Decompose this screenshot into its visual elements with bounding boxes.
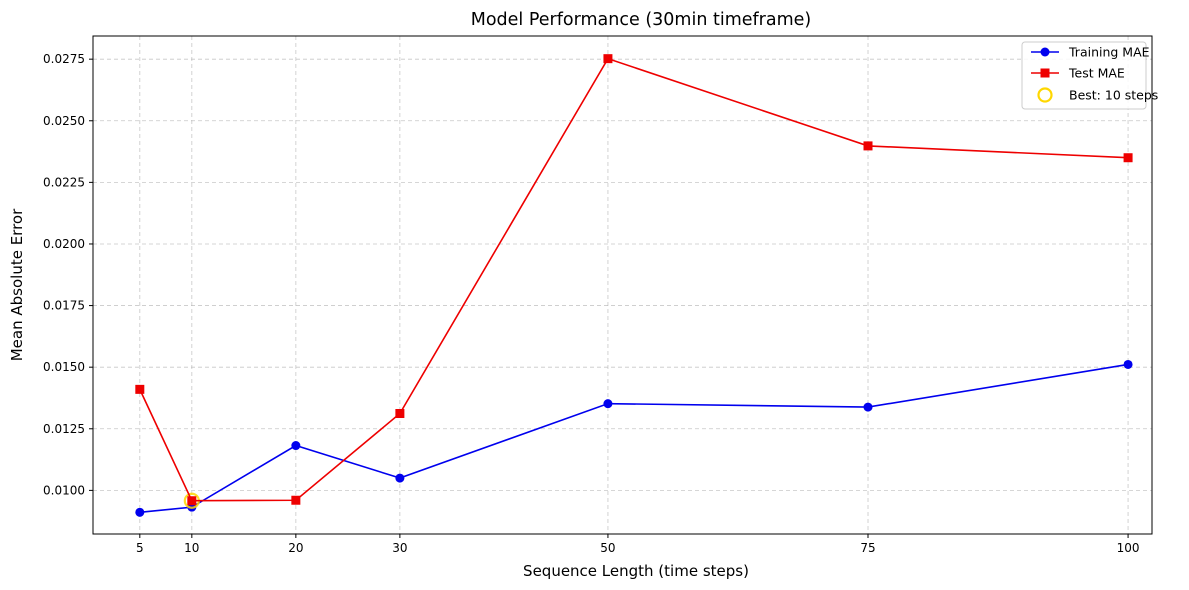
data-point-test (187, 496, 197, 506)
y-tick-label: 0.0175 (43, 299, 85, 313)
x-tick-label: 75 (860, 541, 875, 555)
legend-entry-best: Best: 10 steps (1037, 87, 1158, 103)
y-tick-label: 0.0250 (43, 114, 85, 128)
x-tick-label: 100 (1117, 541, 1140, 555)
data-point-training (863, 402, 873, 412)
y-tick-label: 0.0225 (43, 175, 85, 189)
x-axis-ticks: 5 10 20 30 50 75 100 (136, 534, 1140, 555)
data-point-training (1123, 359, 1133, 369)
data-point-training (603, 399, 613, 409)
y-tick-label: 0.0150 (43, 360, 85, 374)
legend-box (1021, 41, 1147, 110)
legend-label-test: Test MAE (1068, 66, 1125, 81)
x-tick-label: 5 (136, 541, 144, 555)
legend: Training MAE Test MAE Best: 10 steps (1021, 41, 1158, 110)
data-point-training (395, 473, 405, 483)
x-axis-title: Sequence Length (time steps) (523, 562, 749, 580)
data-point-test (1123, 153, 1133, 163)
legend-entry-test: Test MAE (1031, 66, 1125, 81)
data-point-test (395, 409, 405, 419)
legend-marker-best (1037, 87, 1053, 103)
data-point-training (135, 507, 145, 517)
x-tick-label: 10 (184, 541, 199, 555)
data-point-test (291, 495, 301, 505)
legend-entry-training: Training MAE (1031, 45, 1150, 60)
data-point-test (863, 141, 873, 151)
legend-marker-training (1040, 47, 1050, 57)
series-line-test (139, 57, 1129, 502)
x-tick-label: 50 (600, 541, 615, 555)
grid-lines (93, 36, 1152, 534)
y-tick-label: 0.0275 (43, 52, 85, 66)
data-point-test (603, 54, 613, 64)
data-point-training (291, 441, 301, 451)
y-axis-ticks: 0.0100 0.0125 0.0150 0.0175 0.0200 0.0225 0.02… (43, 52, 93, 497)
x-tick-label: 20 (288, 541, 303, 555)
y-axis-title: Mean Absolute Error (8, 208, 26, 361)
plot-area-frame (92, 35, 1153, 535)
data-point-test (135, 384, 145, 394)
legend-label-training: Training MAE (1068, 45, 1150, 60)
chart-title: Model Performance (30min timeframe) (471, 10, 811, 30)
y-tick-label: 0.0100 (43, 483, 85, 497)
y-tick-label: 0.0200 (43, 237, 85, 251)
y-tick-label: 0.0125 (43, 422, 85, 436)
legend-marker-test (1040, 68, 1050, 78)
series-layer (135, 54, 1133, 517)
legend-label-best: Best: 10 steps (1069, 88, 1158, 103)
x-tick-label: 30 (392, 541, 407, 555)
